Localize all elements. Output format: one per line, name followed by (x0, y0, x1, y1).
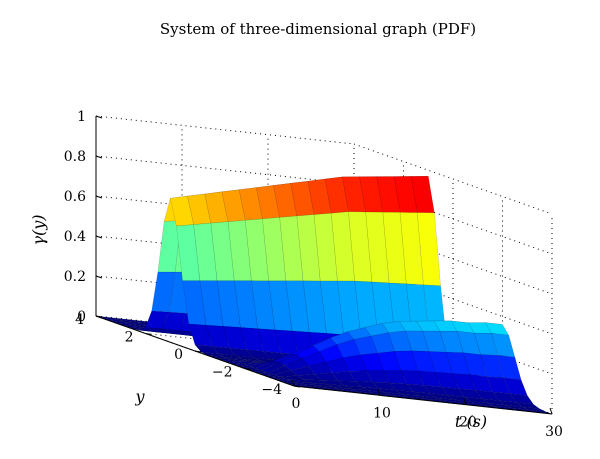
y-tick-mark (95, 315, 103, 318)
y-tick-mark (194, 350, 202, 353)
z-tick-label: 0.6 (64, 189, 86, 205)
x-tick-label: 0 (292, 396, 301, 412)
y-tick-label: 4 (75, 312, 84, 328)
grid-line (353, 143, 553, 215)
z-tick-mark (95, 115, 103, 119)
z-tick-label: 0 (77, 309, 86, 325)
x-axis-line (293, 385, 553, 415)
x-tick-mark (291, 379, 295, 387)
z-tick-label: 0.4 (64, 229, 86, 245)
grid-line (95, 115, 355, 145)
z-tick-label: 1 (77, 109, 86, 125)
z-tick-mark (95, 155, 103, 159)
y-tick-mark (244, 368, 251, 370)
x-tick-mark (463, 398, 467, 405)
x-tick-mark (549, 407, 553, 415)
z-tick-mark (95, 195, 103, 199)
z-tick-mark (95, 275, 103, 279)
x-tick-mark (377, 389, 381, 396)
x-tick-label: 20 (459, 415, 477, 431)
y-tick-label: −2 (212, 365, 233, 381)
y-tick-mark (145, 333, 152, 335)
y-tick-label: 2 (125, 330, 134, 346)
z-axis-label: γ(y) (29, 214, 48, 245)
y-tick-label: −4 (261, 382, 282, 398)
surface-layer (95, 175, 553, 415)
grid-line (95, 155, 355, 185)
x-tick-label: 30 (545, 424, 563, 440)
z-tick-mark (95, 235, 103, 239)
x-axis-label: t (s) (455, 412, 487, 431)
y-tick-label: 0 (174, 347, 183, 363)
chart-title: System of three-dimensional graph (PDF) (160, 20, 476, 38)
y-axis-label: y (134, 387, 145, 406)
x-tick-label: 10 (373, 405, 391, 421)
z-tick-label: 0.2 (64, 269, 86, 285)
z-tick-label: 0.8 (64, 149, 86, 165)
y-tick-mark (293, 385, 301, 388)
